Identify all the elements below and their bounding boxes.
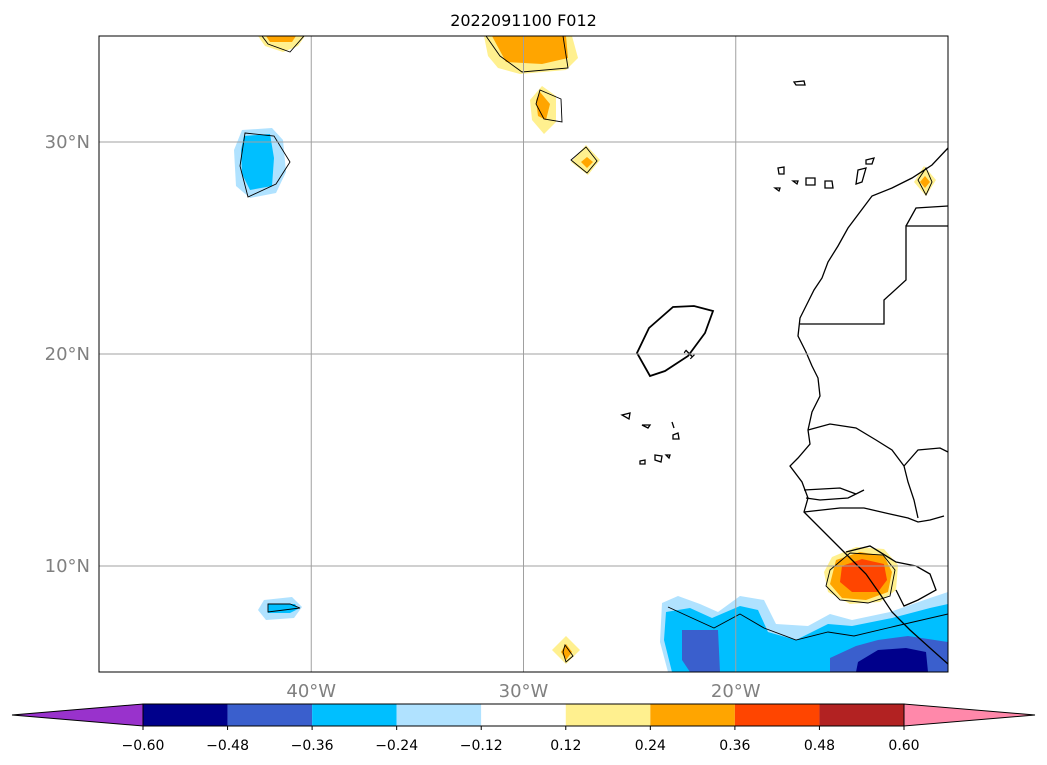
positive-anomaly-6n — [552, 636, 580, 664]
colorbar-segment — [819, 704, 904, 726]
lon-tick-label: 40°W — [286, 681, 336, 702]
colorbar-tick-label: −0.24 — [375, 738, 418, 754]
colorbar-segment — [312, 704, 397, 726]
axis-tick-labels: 40°W 30°W 20°W 10°N 20°N 30°N — [45, 132, 761, 702]
colorbar-segment — [650, 704, 735, 726]
colorbar-frame — [142, 703, 905, 727]
map-gridlines — [99, 36, 948, 672]
colorbar-segment — [565, 704, 651, 726]
lon-tick-label: 30°W — [499, 681, 549, 702]
colorbar-extend-high — [903, 703, 1036, 727]
colorbar-tick-label: −0.36 — [291, 738, 334, 754]
positive-anomaly-29n — [570, 145, 600, 175]
colorbar-extend-low — [11, 703, 144, 727]
colorbar-segment — [396, 704, 482, 726]
colorbar-segment — [143, 704, 228, 726]
colorbar: −0.60 −0.48 −0.36 −0.24 −0.12 0.12 0.24 0.36 0.4… — [11, 703, 1036, 754]
colorbar-tick-label: −0.12 — [460, 738, 503, 754]
positive-anomaly-top-center — [484, 36, 578, 74]
colorbar-tick-label: −0.48 — [206, 738, 249, 754]
positive-anomaly-top-left — [258, 36, 305, 53]
lon-tick-label: 20°W — [711, 681, 761, 702]
negative-anomaly-29n — [234, 128, 291, 198]
lat-tick-label: 10°N — [45, 556, 90, 577]
lat-tick-label: 30°N — [45, 132, 90, 153]
coastlines — [789, 147, 948, 665]
zero-contour — [635, 305, 715, 378]
negative-anomaly-8n — [258, 597, 302, 620]
negative-anomaly-gulf-of-guinea — [660, 592, 948, 672]
colorbar-tick-label: 0.12 — [550, 738, 581, 754]
colorbar-tick-label: −0.60 — [122, 738, 165, 754]
colorbar-segment — [227, 704, 313, 726]
lat-tick-label: 20°N — [45, 344, 90, 365]
islands — [620, 80, 875, 465]
map-frame — [98, 35, 949, 673]
colorbar-segment — [481, 704, 566, 726]
colorbar-tick-label: 0.48 — [804, 738, 835, 754]
colorbar-tick-label: 0.24 — [635, 738, 666, 754]
colorbar-tick-label: 0.36 — [719, 738, 750, 754]
colorbar-tick-label: 0.60 — [888, 738, 919, 754]
positive-anomaly-31n — [530, 86, 563, 134]
chart-title: 2022091100 F012 — [450, 11, 597, 30]
map-content: 1 — [234, 36, 948, 672]
colorbar-segment — [734, 704, 820, 726]
